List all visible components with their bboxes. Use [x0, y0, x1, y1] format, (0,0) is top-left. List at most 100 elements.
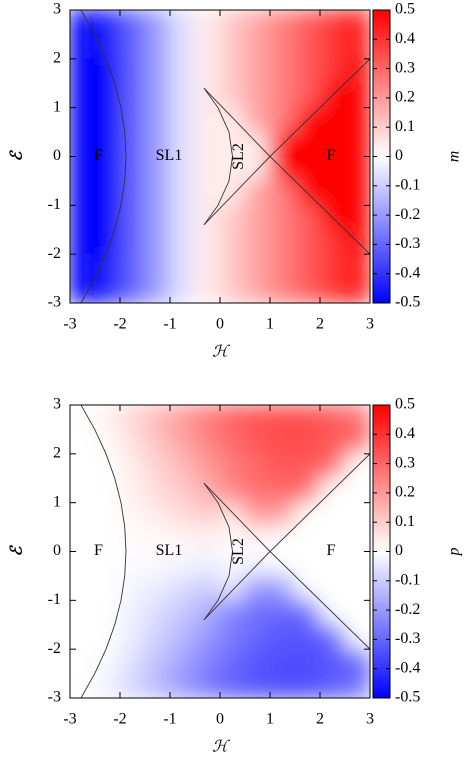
heatmap-cell [169, 453, 196, 479]
heatmap-cell [169, 229, 196, 255]
heatmap-cell [244, 428, 271, 455]
heatmap-cell [70, 156, 96, 182]
heatmap-cell [319, 405, 346, 430]
x-tick-label: 0 [216, 316, 224, 333]
heatmap-cell [344, 204, 370, 231]
heatmap-cell [194, 107, 221, 133]
heatmap-cell [269, 204, 296, 231]
heatmap-cell [94, 156, 121, 182]
heatmap-cell [119, 502, 146, 528]
y-tick-label: 1 [53, 493, 61, 510]
heatmap-cell [94, 10, 121, 35]
heatmap-cell [94, 405, 121, 430]
heatmap-cell [94, 526, 121, 552]
heatmap-cell [70, 33, 96, 60]
heatmap-cell [269, 107, 296, 133]
heatmap-cell [194, 575, 221, 601]
heatmap-cell [219, 624, 246, 650]
heatmap-cell [169, 131, 196, 157]
colorbar-tick-label: -0.3 [395, 235, 420, 252]
heatmap-cell [194, 551, 221, 577]
heatmap-cell [119, 477, 146, 504]
heatmap-cell [344, 428, 370, 455]
region-label: SL2 [230, 143, 247, 170]
heatmap-cell [244, 33, 271, 60]
heatmap-cell [294, 33, 321, 60]
heatmap-cell [194, 502, 221, 528]
heatmap-cell [70, 107, 96, 133]
region-label: SL2 [230, 538, 247, 565]
heatmap-cell [94, 551, 121, 577]
colorbar-tick-label: -0.3 [395, 630, 420, 647]
heatmap-cell [169, 253, 196, 280]
heatmap-cell [169, 428, 196, 455]
heatmap-cell [169, 526, 196, 552]
heatmap-cell [70, 599, 96, 626]
heatmap-cell [194, 599, 221, 626]
heatmap-cell [169, 180, 196, 206]
heatmap-cell [169, 477, 196, 504]
heatmap-cell [219, 428, 246, 455]
heatmap-cell [70, 428, 96, 455]
colorbar-tick-label: 0.5 [395, 396, 415, 413]
heatmap-cell [144, 453, 171, 479]
heatmap-cell [294, 156, 321, 182]
heatmap-cell [319, 575, 346, 601]
heatmap-cell [319, 180, 346, 206]
heatmap-cell [194, 82, 221, 109]
heatmap-cell [194, 33, 221, 60]
heatmap-cell [344, 156, 370, 182]
heatmap-cell [269, 502, 296, 528]
region-label: F [94, 542, 103, 559]
heatmap-cell [70, 453, 96, 479]
heatmap-cell [144, 551, 171, 577]
heatmap-cell [70, 477, 96, 504]
heatmap-cell [244, 253, 271, 280]
colorbar-tick-label: 0.2 [395, 484, 415, 501]
heatmap-cell [144, 253, 171, 280]
heatmap-cell [294, 278, 321, 303]
heatmap-cell [169, 673, 196, 698]
heatmap-cell [119, 131, 146, 157]
colorbar-tick-label: 0.1 [395, 513, 415, 530]
heatmap-cell [144, 599, 171, 626]
y-tick-label: -3 [48, 689, 61, 706]
colorbar-tick-label: 0 [395, 147, 403, 164]
heatmap-cell [294, 405, 321, 430]
heatmap-cell [194, 58, 221, 84]
heatmap-cell [269, 624, 296, 650]
heatmap-cell [344, 502, 370, 528]
heatmap-cell [94, 673, 121, 698]
colorbar-tick-label: 0.3 [395, 59, 415, 76]
x-tick-label: -3 [63, 711, 76, 728]
x-axis-label: ℋ [212, 344, 230, 361]
heatmap-cell [194, 156, 221, 182]
heatmap-cell [294, 229, 321, 255]
heatmap-cell [269, 428, 296, 455]
heatmap-cell [194, 278, 221, 303]
phase-boundary [203, 482, 233, 621]
heatmap-cell [244, 477, 271, 504]
heatmap-cells [70, 10, 370, 303]
heatmap-cell [269, 405, 296, 430]
y-tick-label: 3 [53, 1, 61, 18]
heatmap [70, 405, 370, 698]
heatmap-cell [319, 33, 346, 60]
heatmap-cell [344, 10, 370, 35]
heatmap-cell [319, 624, 346, 650]
heatmap-cell [70, 131, 96, 157]
colorbar-label: m [446, 151, 463, 163]
heatmap-cell [169, 204, 196, 231]
heatmap-cell [70, 526, 96, 552]
heatmap-cell [169, 648, 196, 675]
y-tick-label: 1 [53, 98, 61, 115]
heatmap-cell [344, 526, 370, 552]
heatmap-cell [244, 405, 271, 430]
colorbar-tick-label: -0.1 [395, 176, 420, 193]
heatmap-cell [144, 648, 171, 675]
x-tick-label: -1 [163, 316, 176, 333]
heatmap-cell [269, 10, 296, 35]
y-tick-label: -2 [48, 640, 61, 657]
heatmap-cell [219, 131, 246, 157]
heatmap-cell [294, 526, 321, 552]
